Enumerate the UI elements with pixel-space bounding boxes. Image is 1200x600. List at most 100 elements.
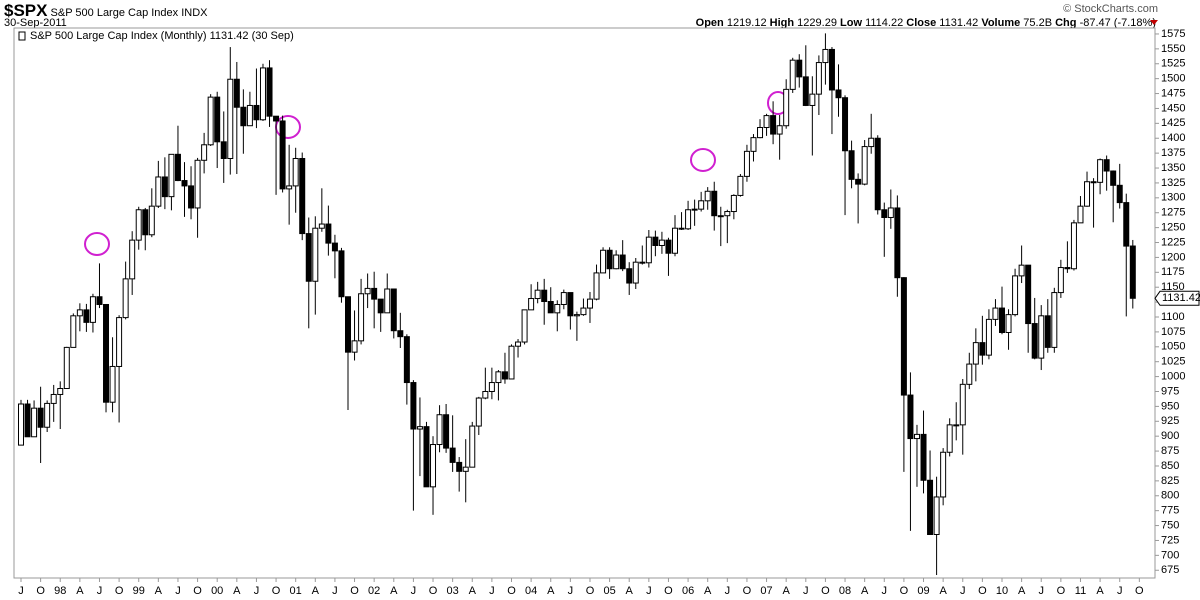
candle-body bbox=[449, 447, 456, 463]
candle-body bbox=[613, 254, 620, 270]
x-tick-label: J bbox=[175, 585, 181, 597]
candle-body bbox=[259, 67, 266, 121]
x-tick-label: O bbox=[272, 585, 281, 597]
candle-body bbox=[233, 78, 240, 108]
candle-body bbox=[142, 209, 149, 236]
high-value: 1229.29 bbox=[797, 17, 837, 29]
y-tick-label: 1275 bbox=[1161, 207, 1185, 219]
y-tick-label: 1500 bbox=[1161, 73, 1185, 85]
x-tick-label: O bbox=[978, 585, 987, 597]
legend-label: S&P 500 Large Cap Index (Monthly) bbox=[30, 30, 207, 42]
y-tick-label: 1400 bbox=[1161, 132, 1185, 144]
candle-body bbox=[1070, 222, 1077, 270]
candle-body bbox=[927, 479, 934, 536]
candle-body bbox=[802, 76, 809, 106]
candle-body bbox=[96, 296, 103, 305]
candle-body bbox=[63, 346, 70, 390]
candle-body bbox=[593, 272, 600, 300]
x-tick-label: J bbox=[254, 585, 260, 597]
candle-body bbox=[122, 278, 129, 319]
index-name: S&P 500 Large Cap Index bbox=[50, 7, 179, 19]
candle-body bbox=[789, 59, 796, 90]
header-title: $SPX S&P 500 Large Cap Index INDX bbox=[4, 1, 208, 21]
candle-body bbox=[685, 209, 692, 230]
candle-body bbox=[946, 424, 953, 453]
volume-label: Volume bbox=[981, 17, 1021, 29]
candle-body bbox=[403, 336, 410, 384]
candle-body bbox=[1018, 264, 1025, 277]
candle-body bbox=[384, 288, 391, 314]
candle-body bbox=[704, 190, 711, 202]
x-tick-label: O bbox=[743, 585, 752, 597]
y-tick-label: 1550 bbox=[1161, 43, 1185, 55]
x-tick-label: A bbox=[861, 585, 869, 597]
y-tick-label: 1300 bbox=[1161, 192, 1185, 204]
candle-body bbox=[1123, 202, 1130, 247]
x-tick-label: J bbox=[568, 585, 574, 597]
candle-body bbox=[135, 209, 142, 241]
annotation-circle bbox=[84, 232, 110, 256]
y-tick-label: 900 bbox=[1161, 430, 1179, 442]
y-tick-label: 975 bbox=[1161, 385, 1179, 397]
candle-body bbox=[691, 208, 698, 211]
candle-body bbox=[848, 150, 855, 180]
candle-body bbox=[214, 96, 221, 143]
candle-body bbox=[469, 425, 476, 468]
candle-body bbox=[70, 315, 77, 348]
candle-body bbox=[148, 205, 155, 236]
x-tick-label: J bbox=[803, 585, 809, 597]
candle-body bbox=[305, 233, 312, 282]
watermark: © StockCharts.com bbox=[1063, 3, 1158, 15]
candle-body bbox=[717, 215, 724, 218]
candle-body bbox=[1090, 181, 1097, 184]
candle-body bbox=[1012, 275, 1019, 316]
y-tick-label: 675 bbox=[1161, 564, 1179, 576]
candle-body bbox=[940, 451, 947, 498]
candle-body bbox=[495, 371, 502, 384]
legend-icon bbox=[18, 31, 26, 41]
x-tick-label: 08 bbox=[839, 585, 851, 597]
candle-body bbox=[855, 178, 862, 185]
candle-body bbox=[652, 236, 659, 246]
candle-body bbox=[580, 307, 587, 316]
candle-body bbox=[18, 403, 24, 446]
candle-body bbox=[279, 120, 286, 190]
candle-body bbox=[174, 153, 181, 182]
candle-body bbox=[783, 88, 790, 127]
candle-body bbox=[430, 444, 437, 488]
candle-body bbox=[286, 185, 293, 190]
high-label: High bbox=[769, 17, 795, 29]
candle-body bbox=[37, 407, 44, 428]
candle-body bbox=[521, 309, 528, 343]
legend-date: (30 Sep) bbox=[252, 30, 294, 42]
candle-body bbox=[397, 330, 404, 338]
x-tick-label: J bbox=[646, 585, 652, 597]
candle-body bbox=[103, 303, 110, 403]
legend-close: 1131.42 bbox=[210, 30, 249, 42]
candle-body bbox=[672, 227, 678, 254]
candle-body bbox=[299, 157, 306, 235]
candle-body bbox=[985, 318, 992, 356]
candle-body bbox=[972, 342, 979, 365]
candle-body bbox=[57, 388, 64, 395]
candle-body bbox=[632, 261, 639, 284]
candle-body bbox=[626, 268, 633, 284]
candle-body bbox=[645, 236, 652, 264]
candle-body bbox=[534, 289, 541, 300]
y-tick-label: 1175 bbox=[1161, 266, 1185, 278]
candle-body bbox=[881, 209, 888, 218]
candle-body bbox=[828, 48, 835, 91]
candle-body bbox=[1110, 170, 1117, 186]
candle-body bbox=[711, 190, 718, 217]
annotation-circle bbox=[767, 91, 789, 115]
candle-body bbox=[371, 287, 378, 300]
y-tick-label: 1575 bbox=[1161, 28, 1185, 40]
candle-body bbox=[868, 137, 875, 148]
candle-body bbox=[920, 433, 927, 481]
candle-body bbox=[900, 277, 907, 396]
candle-body bbox=[1077, 205, 1084, 224]
x-tick-label: O bbox=[1057, 585, 1066, 597]
candle-body bbox=[240, 106, 247, 127]
